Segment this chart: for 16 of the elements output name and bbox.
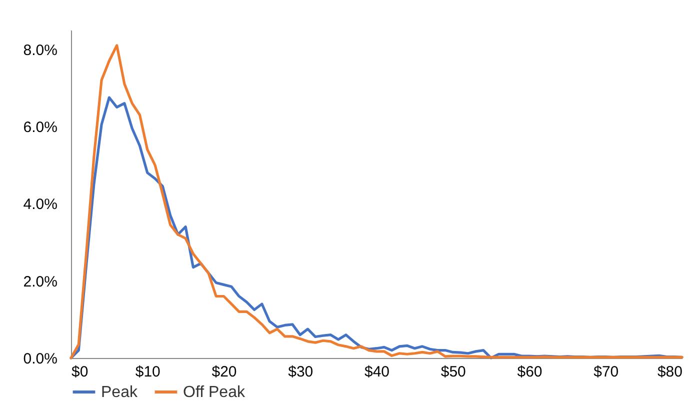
x-tick-label: $60 (517, 364, 542, 380)
x-tick-label: $70 (594, 364, 619, 380)
x-tick-label: $40 (364, 364, 390, 380)
y-tick-label: 0.0% (23, 350, 58, 368)
x-tick-label: $20 (212, 364, 237, 380)
y-tick-label: 2.0% (23, 273, 58, 290)
x-tick-label: $80 (657, 364, 682, 380)
x-tick-label: $50 (440, 364, 466, 380)
y-tick-label: 8.0% (23, 42, 58, 59)
y-tick-label: 6.0% (23, 118, 58, 136)
x-tick-label: $0 (72, 364, 88, 380)
x-tick-label: $30 (288, 364, 314, 380)
x-tick-label: $10 (135, 364, 160, 380)
legend-label: Peak (101, 384, 138, 401)
y-tick-label: 4.0% (23, 196, 58, 214)
legend-label: Off Peak (183, 384, 246, 401)
